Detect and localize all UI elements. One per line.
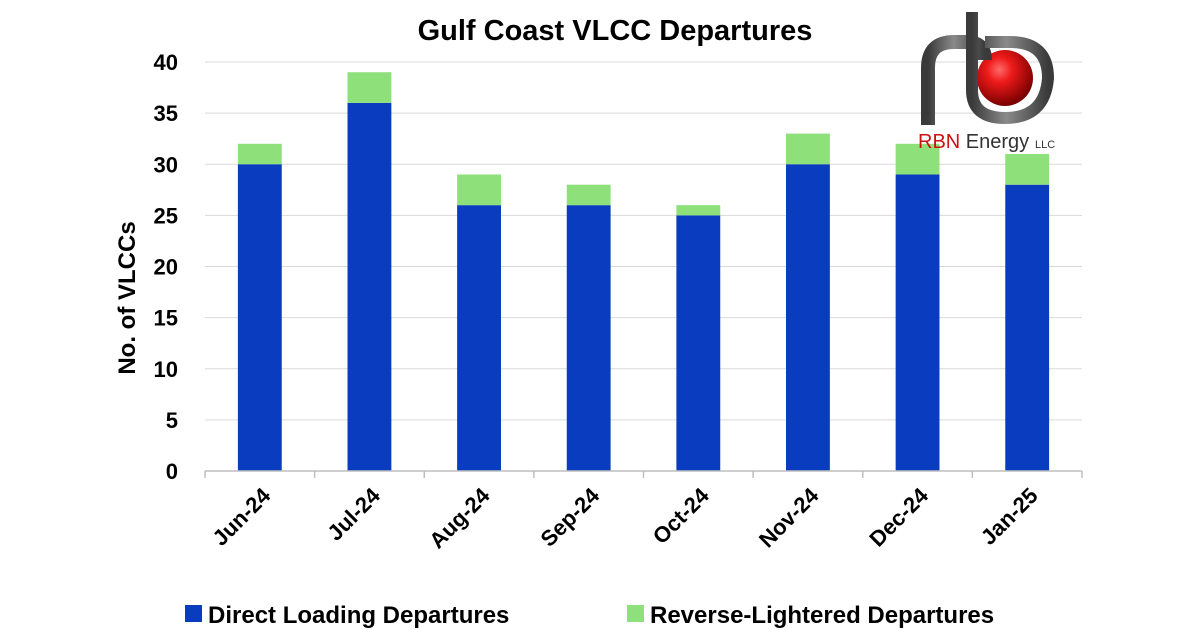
y-tick-label: 30: [154, 152, 178, 177]
bar-jan-25-reverse-lightered: [1005, 154, 1050, 185]
y-tick-label: 10: [154, 357, 178, 382]
bar-aug-24-direct-loading: [457, 205, 501, 471]
legend-label-direct-loading: Direct Loading Departures: [208, 602, 509, 629]
bar-aug-24-reverse-lightered: [457, 174, 501, 206]
logo-llc: LLC: [1035, 139, 1055, 151]
legend-swatch-direct-loading: [185, 605, 202, 622]
bar-jul-24-reverse-lightered: [347, 72, 392, 103]
y-tick-label: 35: [154, 101, 178, 126]
bar-jun-24-reverse-lightered: [237, 143, 282, 165]
y-tick-label: 40: [154, 50, 178, 75]
x-tick-label: Aug-24: [424, 482, 495, 553]
y-tick-label: 5: [166, 408, 178, 433]
bar-jan-25-direct-loading: [1005, 184, 1050, 471]
bar-dec-24-direct-loading: [895, 174, 940, 471]
logo-pipe: [921, 35, 992, 125]
legend: Direct Loading Departures Reverse-Lighte…: [185, 602, 994, 629]
y-axis-label: No. of VLCCs: [114, 221, 141, 374]
gridlines: [205, 61, 1082, 421]
y-axis-ticks: 0 5 10 15 20 25 30 35 40: [154, 50, 178, 484]
legend-swatch-reverse-lightered: [627, 605, 644, 622]
bar-oct-24-reverse-lightered: [676, 205, 721, 216]
y-tick-label: 0: [166, 459, 178, 484]
bar-jun-24-direct-loading: [237, 164, 282, 471]
logo-wordmark: RBN Energy: [918, 131, 1029, 153]
x-axis-ticks: Jun-24 Jul-24 Aug-24 Sep-24 Oct-24 Nov-24 Dec-…: [204, 471, 1083, 553]
x-tick-label: Jun-24: [208, 482, 276, 550]
bar-jul-24-direct-loading: [347, 102, 392, 472]
y-tick-label: 25: [154, 203, 178, 228]
x-tick-label: Nov-24: [754, 482, 824, 552]
bar-dec-24-reverse-lightered: [895, 143, 940, 175]
x-tick-label: Jan-25: [976, 483, 1043, 550]
y-tick-label: 15: [154, 306, 178, 331]
bar-sep-24-direct-loading: [566, 205, 611, 471]
bars: [237, 72, 1050, 472]
legend-label-reverse-lightered: Reverse-Lightered Departures: [650, 602, 994, 629]
logo-red-ball: [977, 50, 1033, 106]
bar-nov-24-reverse-lightered: [786, 133, 830, 165]
x-tick-label: Sep-24: [536, 482, 605, 551]
x-tick-label: Dec-24: [864, 482, 933, 551]
rbn-energy-logo: RBN Energy LLC: [918, 12, 1055, 153]
bar-sep-24-reverse-lightered: [566, 184, 611, 206]
chart-title: Gulf Coast VLCC Departures: [418, 15, 813, 47]
x-tick-label: Jul-24: [322, 482, 385, 545]
x-tick-label: Oct-24: [648, 482, 715, 549]
logo-pipe-loop: [966, 12, 1055, 125]
y-tick-label: 20: [154, 255, 178, 280]
bar-nov-24-direct-loading: [786, 164, 830, 471]
bar-oct-24-direct-loading: [676, 215, 721, 471]
